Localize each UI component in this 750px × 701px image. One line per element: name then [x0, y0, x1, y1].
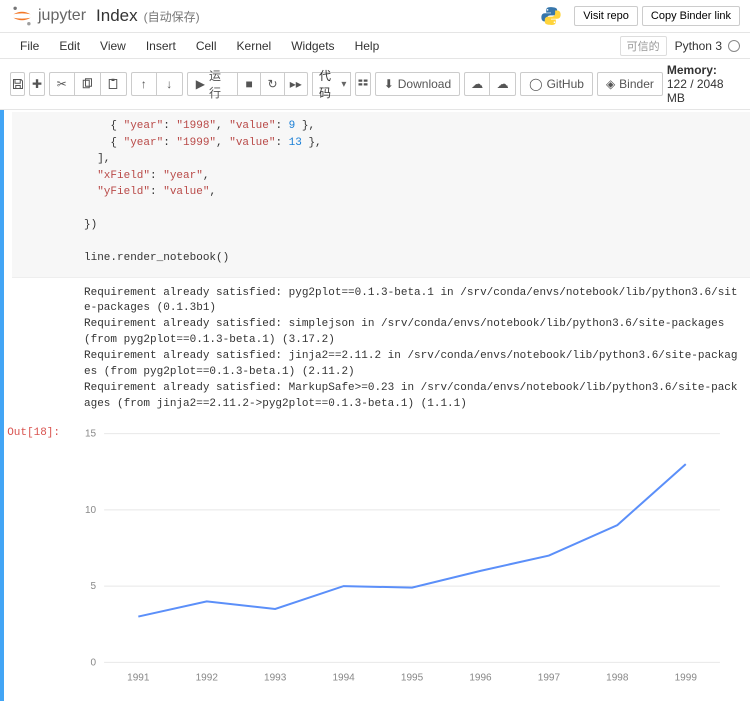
notebook-title[interactable]: Index [96, 6, 138, 26]
output-prompt: Out[18]: [4, 421, 68, 691]
cloud-upload-button[interactable]: ☁ [490, 72, 516, 96]
svg-text:10: 10 [85, 505, 97, 516]
svg-text:1998: 1998 [606, 672, 629, 683]
toolbar: ✚ ✂ ↑ ↓ ▶ 运行 ■ ↻ ▸▸ 代码 ⬇ Download ☁ ☁ ◯ … [0, 59, 750, 110]
notebook-area: { "year": "1998", "value": 9 }, { "year"… [0, 110, 750, 701]
visit-repo-button[interactable]: Visit repo [574, 6, 638, 26]
svg-text:1991: 1991 [127, 672, 150, 683]
menu-help[interactable]: Help [345, 35, 390, 57]
svg-text:5: 5 [91, 581, 97, 592]
svg-text:1993: 1993 [264, 672, 287, 683]
memory-label: Memory: [667, 63, 717, 77]
restart-button[interactable]: ↻ [261, 72, 284, 96]
logo-text: jupyter [38, 7, 86, 25]
python-icon [540, 5, 562, 27]
svg-text:1999: 1999 [675, 672, 698, 683]
save-button[interactable] [10, 72, 25, 96]
interrupt-button[interactable]: ■ [238, 72, 261, 96]
menu-cell[interactable]: Cell [186, 35, 227, 57]
run-label: 运行 [209, 67, 229, 101]
move-up-button[interactable]: ↑ [131, 72, 157, 96]
kernel-indicator-icon[interactable] [728, 40, 740, 52]
paste-button[interactable] [101, 72, 127, 96]
svg-text:1994: 1994 [332, 672, 355, 683]
svg-text:1996: 1996 [469, 672, 492, 683]
header-bar: jupyter Index (自动保存) Visit repo Copy Bin… [0, 0, 750, 33]
svg-text:1997: 1997 [538, 672, 561, 683]
menu-edit[interactable]: Edit [49, 35, 90, 57]
memory-value: 122 / 2048 MB [667, 77, 724, 105]
chart-svg: 0 5 10 15 1991 1992 1993 1994 1995 1996 1997 1998 19… [68, 425, 730, 687]
menu-file[interactable]: File [10, 35, 49, 57]
cloud-download-button[interactable]: ☁ [464, 72, 490, 96]
memory-indicator: Memory: 122 / 2048 MB [667, 63, 740, 105]
download-button[interactable]: ⬇ Download [375, 72, 460, 96]
copy-button[interactable] [75, 72, 101, 96]
svg-text:0: 0 [91, 657, 97, 668]
binder-button[interactable]: ◈ Binder [597, 72, 663, 96]
menu-kernel[interactable]: Kernel [227, 35, 282, 57]
add-cell-button[interactable]: ✚ [29, 72, 44, 96]
copy-binder-button[interactable]: Copy Binder link [642, 6, 740, 26]
run-button[interactable]: ▶ 运行 [187, 72, 238, 96]
code-cell-input[interactable]: { "year": "1998", "value": 9 }, { "year"… [12, 112, 750, 278]
github-label: GitHub [547, 77, 584, 91]
download-label: Download [398, 77, 451, 91]
line-chart: 0 5 10 15 1991 1992 1993 1994 1995 1996 1997 1998 19… [68, 421, 750, 691]
stdout-output: Requirement already satisfied: pyg2plot=… [12, 278, 750, 422]
github-button[interactable]: ◯ GitHub [520, 72, 593, 96]
cell-type-value: 代码 [319, 67, 332, 101]
trusted-indicator[interactable]: 可信的 [620, 36, 667, 56]
kernel-name[interactable]: Python 3 [675, 39, 722, 53]
jupyter-logo[interactable]: jupyter [10, 4, 86, 28]
command-palette-button[interactable] [355, 72, 370, 96]
menu-insert[interactable]: Insert [136, 35, 186, 57]
menu-bar: File Edit View Insert Cell Kernel Widget… [0, 33, 750, 59]
svg-text:1995: 1995 [401, 672, 424, 683]
output-row: Out[18]: 0 5 10 15 1991 1992 1993 1994 1995 1996 1… [4, 421, 750, 691]
move-down-button[interactable]: ↓ [157, 72, 183, 96]
autosave-status: (自动保存) [144, 8, 200, 25]
svg-text:1992: 1992 [196, 672, 219, 683]
binder-label: Binder [619, 77, 654, 91]
cut-button[interactable]: ✂ [49, 72, 75, 96]
jupyter-icon [10, 4, 34, 28]
cell-type-select[interactable]: 代码 [312, 72, 351, 96]
menu-view[interactable]: View [90, 35, 136, 57]
menu-widgets[interactable]: Widgets [281, 35, 344, 57]
svg-text:15: 15 [85, 429, 97, 440]
restart-run-button[interactable]: ▸▸ [285, 72, 308, 96]
